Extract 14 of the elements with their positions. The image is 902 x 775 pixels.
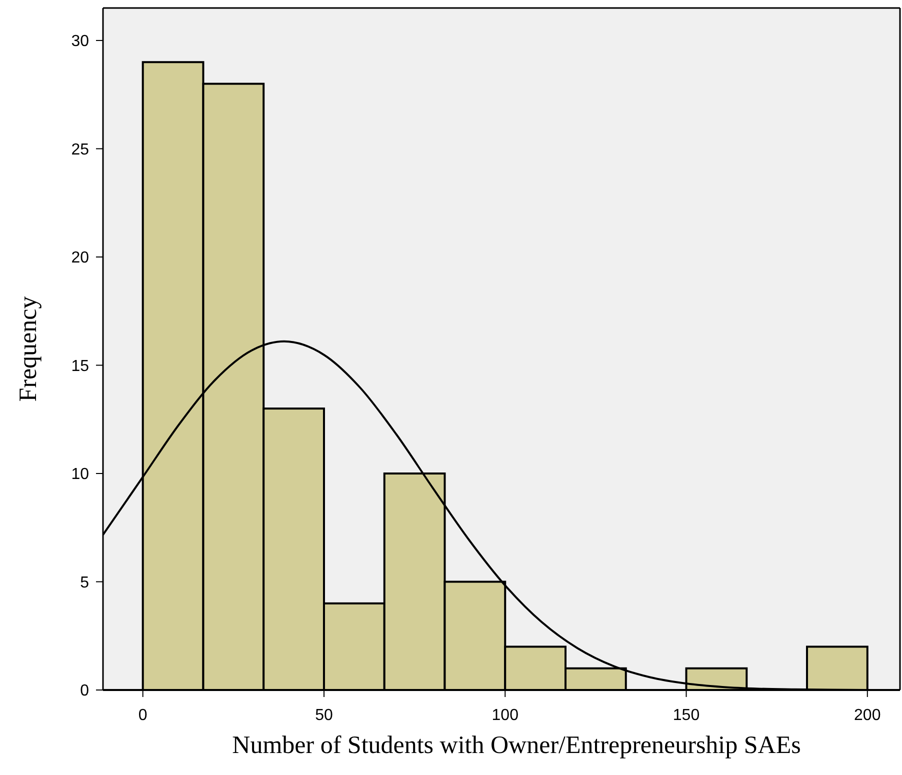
x-tick-label: 100 <box>492 707 519 724</box>
y-tick-label: 15 <box>71 358 90 375</box>
y-tick-label: 30 <box>71 33 90 50</box>
y-tick-label: 10 <box>71 466 90 484</box>
x-axis-title: Number of Students with Owner/Entrepreneurship SAEs <box>232 732 801 759</box>
y-tick-label: 0 <box>80 682 90 700</box>
x-tick-label: 50 <box>315 707 333 724</box>
x-tick-label: 150 <box>672 707 700 724</box>
y-tick-label: 25 <box>71 141 90 158</box>
y-tick-label: 20 <box>71 250 90 267</box>
x-tick-label: 200 <box>854 707 881 724</box>
x-tick-label: 0 <box>138 707 148 724</box>
y-tick-label: 5 <box>80 574 90 592</box>
y-axis-title: Frequency <box>15 296 42 402</box>
